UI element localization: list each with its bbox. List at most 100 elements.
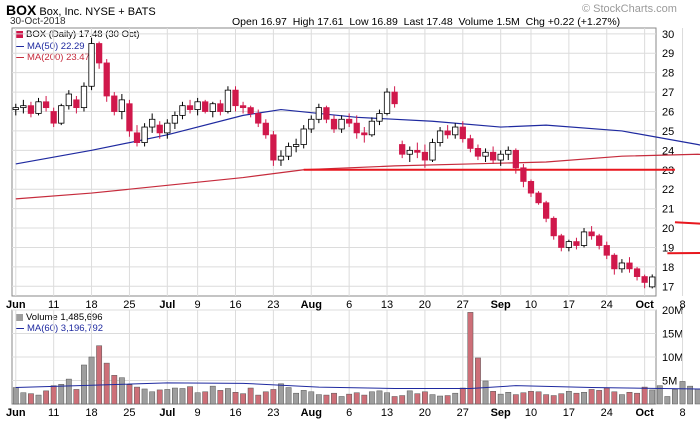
volume-bar <box>171 387 178 405</box>
volume-bar <box>315 394 322 405</box>
candle-body <box>88 43 95 87</box>
candle-body <box>42 101 50 109</box>
volume-bar <box>308 391 315 405</box>
candle-body <box>467 138 474 149</box>
candle-body <box>73 99 80 109</box>
price-x-tick-label: 27 <box>457 299 469 311</box>
candle-body <box>209 103 216 112</box>
price-y-tick-label: 22 <box>662 184 674 196</box>
legend-ma200-label: MA(200) 23.47 <box>27 52 90 63</box>
candle-body <box>633 268 641 277</box>
price-x-tick-label: 18 <box>85 299 97 311</box>
volume-bar <box>323 394 330 405</box>
candle-body <box>20 105 27 109</box>
candle-body <box>323 107 330 120</box>
candle-body <box>308 118 315 130</box>
candle-body <box>80 85 88 109</box>
candle-body <box>550 217 557 237</box>
chart-header-title: BOX Box, Inc. NYSE + BATS <box>6 2 156 18</box>
legend-ma50: MA(50) 22.29 <box>16 41 85 52</box>
price-x-tick-label: 13 <box>381 299 393 311</box>
candle-body <box>520 167 527 182</box>
legend-price: BOX (Daily) 17.48 (30 Oct) <box>16 29 140 40</box>
watermark-logo: © StockCharts.com <box>582 3 677 15</box>
candle-body <box>224 89 232 112</box>
candle-body <box>399 144 406 155</box>
volume-x-tick-label: 11 <box>48 407 59 419</box>
volume-x-tick-label: Oct <box>635 407 654 419</box>
volume-bar <box>209 385 216 405</box>
volume-x-tick-label: 8 <box>679 407 685 419</box>
candle-body <box>247 107 254 114</box>
candle-body <box>429 142 436 161</box>
candle-body <box>353 122 360 134</box>
company-name: Box, Inc. <box>39 6 83 18</box>
price-x-tick-label: 17 <box>563 299 575 311</box>
volume-bar <box>626 392 633 405</box>
volume-bar <box>672 389 678 405</box>
volume-bar <box>422 391 428 405</box>
chart-date: 30-Oct-2018 <box>10 16 66 27</box>
volume-x-tick-label: 24 <box>601 407 613 419</box>
price-x-tick-label: 25 <box>123 299 135 311</box>
volume-bar <box>187 386 193 405</box>
legend-vol-ma60-label: MA(60) 3,196,792 <box>27 323 104 334</box>
volume-bar <box>565 391 572 405</box>
volume-x-tick-label: 13 <box>381 407 393 419</box>
volume-x-tick-label: Jul <box>159 407 175 419</box>
volume-x-tick-label: Sep <box>491 407 511 419</box>
candle-body <box>361 132 368 136</box>
candle-body <box>12 107 19 110</box>
candle-body <box>217 103 224 112</box>
candle-body <box>512 149 519 169</box>
volume-bar <box>217 390 224 405</box>
volume-bar <box>399 395 406 405</box>
volume-bar <box>482 380 489 405</box>
candle-body <box>452 126 459 136</box>
candle-body <box>58 105 65 124</box>
exchange-name: NYSE + BATS <box>85 6 156 18</box>
price-y-tick-label: 27 <box>662 87 674 99</box>
volume-bar <box>528 391 534 405</box>
volume-bar <box>255 394 262 405</box>
price-y-tick-label: 19 <box>662 242 674 254</box>
volume-bar <box>490 391 497 405</box>
volume-bar <box>497 393 504 405</box>
volume-y-tick-label: 15M <box>662 329 683 341</box>
volume-x-tick-label: 23 <box>267 407 279 419</box>
price-x-tick-label: 24 <box>601 299 613 311</box>
volume-bar <box>12 387 19 405</box>
volume-x-tick-label: 20 <box>419 407 431 419</box>
price-y-tick-label: 20 <box>662 223 674 235</box>
legend-swatch-vol-ma60 <box>16 328 24 329</box>
volume-bar <box>694 388 700 405</box>
volume-bar <box>134 386 140 405</box>
volume-x-tick-label: 18 <box>85 407 97 419</box>
volume-bar <box>179 388 186 405</box>
volume-bar <box>270 389 277 405</box>
candle-body <box>338 118 345 130</box>
candle-body <box>406 149 413 155</box>
candle-body <box>565 241 572 248</box>
price-x-tick-label: 10 <box>525 299 537 311</box>
candle-body <box>444 130 451 136</box>
candle-body <box>330 118 338 130</box>
volume-bar <box>444 395 451 405</box>
volume-bar <box>338 396 345 405</box>
candle-body <box>649 276 656 288</box>
volume-bar <box>452 392 459 405</box>
volume-bar <box>88 356 95 405</box>
price-y-tick-label: 17 <box>662 281 674 293</box>
candle-body <box>103 62 110 97</box>
price-x-tick-label: 11 <box>48 299 59 311</box>
volume-bar <box>459 387 466 405</box>
candle-body <box>262 122 269 136</box>
candle-body <box>285 146 292 157</box>
candle-body <box>126 103 133 132</box>
candle-body <box>611 254 618 270</box>
candle-body <box>497 153 504 161</box>
volume-x-tick-label: 9 <box>195 407 201 419</box>
volume-bar <box>65 378 72 405</box>
volume-bar <box>20 392 27 405</box>
price-x-tick-label: Oct <box>635 299 654 311</box>
